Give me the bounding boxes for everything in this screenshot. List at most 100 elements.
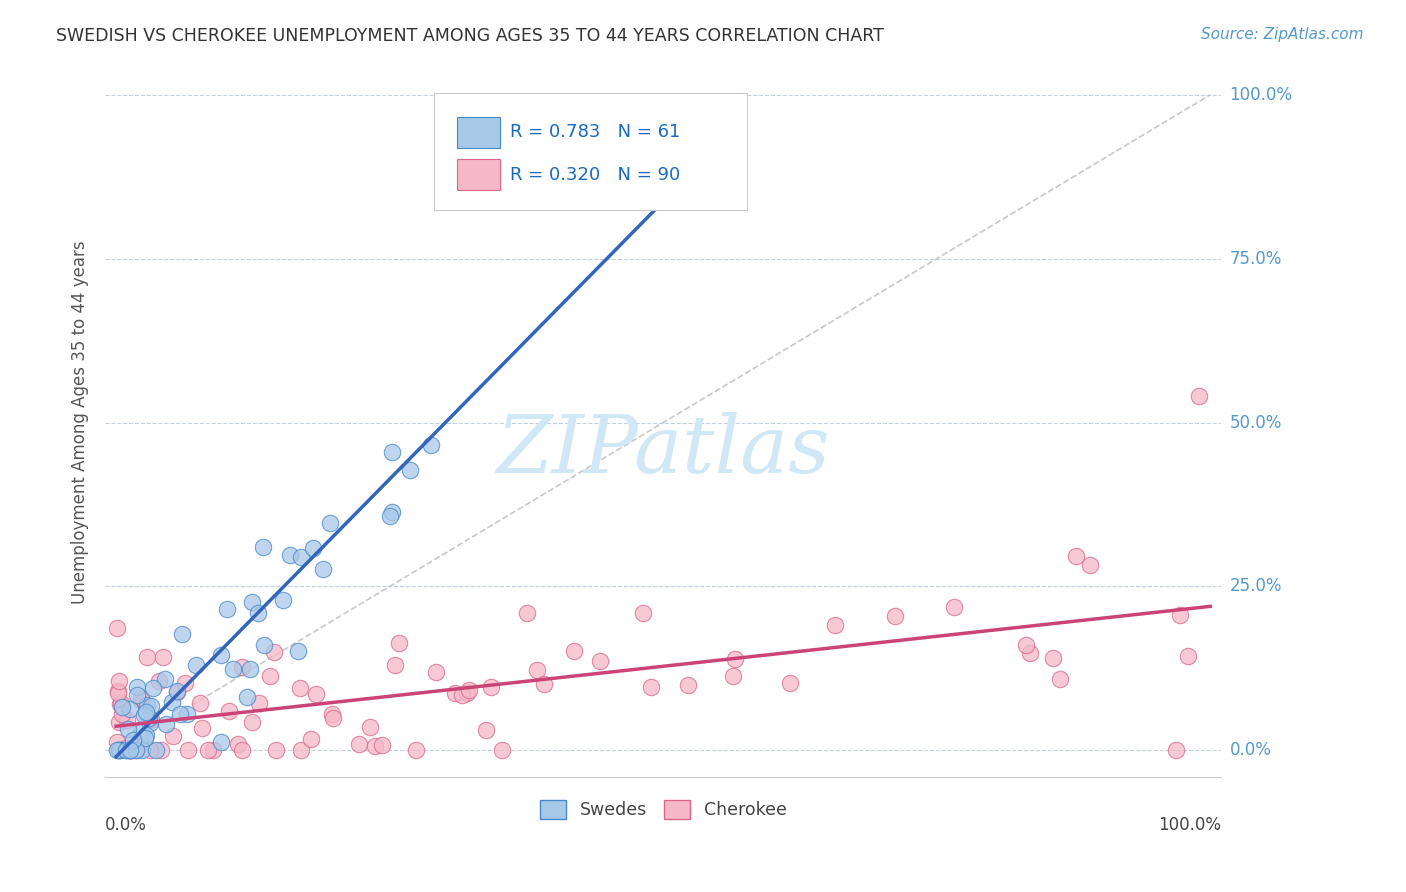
Point (1015, 638, 1038, 652)
Point (135, 728, 157, 742)
Point (299, 731, 322, 746)
Point (1080, 558, 1102, 572)
Point (131, 737, 153, 751)
Point (384, 658, 406, 673)
Point (118, 743, 141, 757)
Point (120, 743, 142, 757)
Point (120, 743, 142, 757)
Point (640, 680, 662, 694)
Point (266, 743, 288, 757)
Point (139, 716, 162, 731)
Point (111, 707, 134, 722)
Point (247, 697, 270, 711)
Point (631, 606, 654, 620)
Point (624, 166, 647, 180)
Point (118, 702, 141, 716)
Point (526, 663, 548, 677)
Point (1166, 743, 1188, 757)
Point (129, 690, 152, 705)
Point (176, 706, 198, 721)
Point (117, 723, 139, 737)
Point (278, 548, 301, 562)
Point (115, 714, 138, 728)
FancyBboxPatch shape (457, 117, 501, 148)
Point (117, 743, 139, 757)
Text: 50.0%: 50.0% (1230, 414, 1282, 432)
Point (456, 686, 478, 700)
Point (115, 743, 138, 757)
Point (288, 681, 311, 695)
Point (246, 606, 269, 620)
Point (139, 712, 162, 726)
Point (107, 673, 129, 688)
Point (162, 729, 184, 743)
Point (516, 606, 538, 620)
Point (135, 705, 157, 719)
Point (420, 438, 443, 452)
Point (239, 662, 262, 676)
Legend: Swedes, Cherokee: Swedes, Cherokee (533, 793, 794, 826)
Point (302, 541, 325, 555)
Point (120, 743, 142, 757)
Point (107, 684, 129, 698)
Point (129, 739, 152, 753)
Point (131, 743, 153, 757)
Point (155, 717, 177, 731)
Point (125, 688, 148, 702)
Point (111, 699, 134, 714)
Text: 0.0%: 0.0% (105, 815, 148, 833)
Text: R = 0.783   N = 61: R = 0.783 N = 61 (510, 123, 681, 141)
Point (1177, 648, 1199, 663)
Text: 100.0%: 100.0% (1230, 86, 1292, 103)
Point (166, 684, 188, 698)
Point (1168, 608, 1191, 623)
Point (188, 696, 211, 710)
Point (263, 645, 285, 659)
Text: R = 0.320   N = 90: R = 0.320 N = 90 (510, 166, 681, 184)
Point (721, 669, 744, 683)
Point (108, 743, 131, 757)
Point (134, 731, 156, 745)
Point (380, 508, 402, 523)
Point (108, 743, 131, 757)
Point (457, 683, 479, 698)
Point (131, 724, 153, 739)
Point (824, 617, 846, 632)
Point (121, 732, 143, 747)
Point (145, 743, 167, 757)
Point (184, 658, 207, 673)
Point (884, 609, 907, 624)
Point (676, 678, 699, 692)
Point (105, 621, 128, 635)
Point (120, 743, 142, 757)
Text: Source: ZipAtlas.com: Source: ZipAtlas.com (1201, 27, 1364, 42)
Point (388, 635, 411, 649)
Point (139, 699, 162, 714)
Point (148, 673, 170, 688)
FancyBboxPatch shape (434, 94, 747, 211)
Point (287, 644, 309, 658)
Point (105, 743, 128, 757)
Point (451, 688, 474, 702)
Point (322, 711, 344, 725)
Point (319, 516, 342, 531)
Point (125, 743, 148, 757)
Point (231, 743, 253, 757)
Point (1019, 646, 1042, 660)
Point (252, 540, 274, 554)
Point (290, 743, 312, 757)
Point (405, 743, 427, 757)
Point (240, 595, 263, 609)
Point (108, 743, 131, 757)
Point (942, 600, 965, 615)
Point (222, 662, 245, 676)
Point (321, 707, 343, 722)
Point (443, 686, 465, 700)
Point (236, 690, 259, 704)
Point (177, 743, 200, 757)
Point (226, 737, 249, 751)
Point (153, 672, 176, 686)
Point (533, 676, 555, 690)
Point (271, 592, 294, 607)
Point (110, 696, 132, 710)
